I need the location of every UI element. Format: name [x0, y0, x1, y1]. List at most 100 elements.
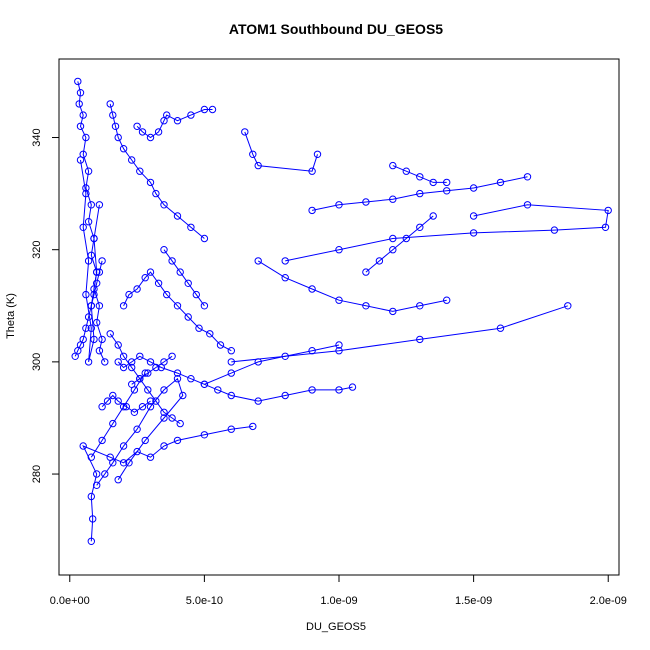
data-point — [141, 274, 149, 282]
data-point — [173, 212, 182, 220]
series-line — [365, 215, 434, 273]
data-point — [93, 318, 101, 327]
data-point — [146, 453, 155, 461]
series-line — [231, 305, 568, 363]
data-point — [335, 201, 343, 209]
series-line — [392, 165, 447, 183]
series-line — [204, 344, 340, 385]
data-point — [138, 128, 147, 136]
data-point — [389, 307, 397, 316]
data-point — [144, 369, 152, 377]
data-point — [84, 257, 93, 265]
data-point — [79, 442, 87, 450]
data-point — [550, 226, 559, 234]
data-point — [144, 386, 152, 394]
data-point — [125, 459, 133, 467]
data-point — [84, 358, 93, 366]
data-point — [496, 178, 505, 187]
data-point — [98, 335, 106, 344]
data-point — [133, 425, 141, 433]
y-tick-label: 340 — [31, 128, 43, 146]
series-line — [163, 249, 205, 307]
data-point — [176, 419, 184, 428]
data-point — [416, 189, 424, 198]
data-point — [93, 279, 101, 287]
data-point — [523, 173, 532, 181]
data-point — [146, 403, 155, 411]
data-point — [389, 195, 397, 203]
series-points — [71, 77, 612, 545]
data-point — [95, 201, 104, 209]
data-point — [604, 206, 612, 215]
data-point — [429, 212, 437, 220]
data-point — [95, 347, 104, 355]
data-point — [200, 234, 209, 243]
data-point — [416, 173, 424, 181]
data-point — [187, 111, 195, 119]
data-point — [128, 156, 136, 164]
data-point — [254, 358, 262, 366]
data-point — [184, 313, 192, 321]
data-point — [84, 218, 93, 226]
data-point — [173, 117, 182, 125]
data-point — [114, 133, 122, 142]
data-point — [335, 386, 343, 394]
data-point — [335, 296, 343, 304]
data-point — [389, 161, 397, 170]
data-point — [119, 363, 128, 372]
data-point — [173, 436, 182, 445]
data-point — [192, 290, 201, 299]
data-point — [160, 414, 168, 422]
data-point — [119, 352, 128, 360]
data-point — [128, 358, 136, 366]
data-point — [281, 274, 289, 282]
data-point — [416, 335, 424, 344]
data-point — [160, 246, 168, 254]
data-point — [443, 296, 451, 304]
x-tick-label: 0.0e+00 — [50, 595, 90, 607]
series-line — [96, 377, 184, 486]
data-point — [168, 414, 176, 422]
data-point — [82, 189, 90, 198]
data-point — [87, 201, 96, 209]
data-point — [389, 234, 397, 243]
data-point — [348, 383, 357, 391]
series-line — [109, 333, 181, 425]
data-point — [109, 459, 117, 467]
data-point — [109, 111, 117, 119]
data-point — [90, 234, 98, 243]
data-point — [227, 391, 236, 400]
data-point — [249, 150, 257, 159]
data-point — [176, 268, 184, 276]
data-point — [160, 201, 168, 209]
data-point — [254, 257, 262, 265]
data-point — [184, 279, 192, 287]
x-tick-label: 1.0e-09 — [320, 595, 357, 607]
data-point — [241, 128, 249, 136]
data-point — [119, 145, 128, 153]
data-point — [179, 391, 187, 400]
data-point — [146, 268, 155, 276]
data-point — [154, 279, 163, 287]
data-point — [389, 246, 397, 254]
data-point — [109, 391, 117, 400]
data-point — [136, 167, 144, 175]
data-point — [168, 257, 176, 265]
data-point — [146, 397, 155, 405]
data-point — [109, 419, 117, 428]
data-point — [114, 397, 122, 405]
data-point — [84, 313, 93, 321]
data-point — [402, 167, 410, 175]
data-point — [82, 324, 90, 332]
data-point — [119, 302, 128, 310]
data-point — [200, 105, 209, 114]
data-point — [308, 347, 316, 355]
data-point — [79, 335, 87, 344]
series-line — [82, 425, 253, 542]
series-line — [311, 176, 528, 211]
data-point — [443, 178, 451, 187]
data-point — [335, 246, 343, 254]
data-point — [128, 363, 136, 372]
data-point — [254, 397, 262, 405]
